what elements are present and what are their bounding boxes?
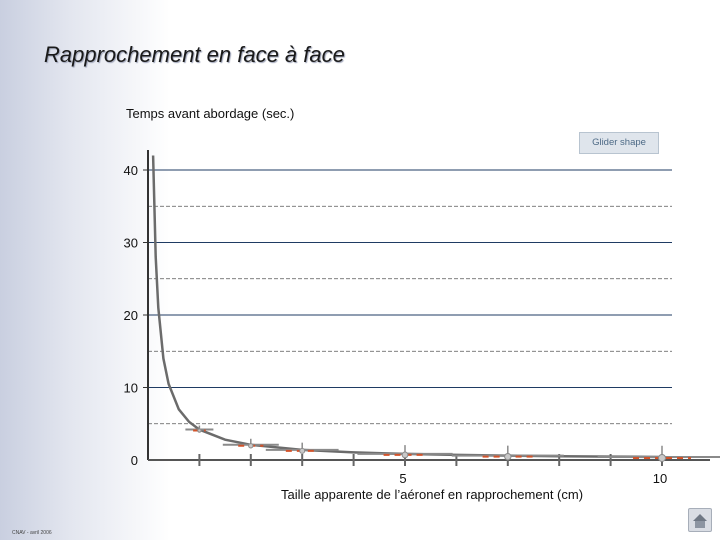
x-axis-title: Taille apparente de l’aéronef en rapproc… xyxy=(281,487,583,502)
glider-fuselage xyxy=(299,447,306,454)
y-tick-label: 0 xyxy=(131,453,138,468)
glider-fuselage xyxy=(248,443,254,449)
glider-marker-layer xyxy=(185,425,720,462)
glider-icon xyxy=(222,438,279,449)
y-tick-label: 10 xyxy=(124,381,138,396)
glider-icon xyxy=(265,442,339,454)
y-tick-label: 30 xyxy=(124,236,138,251)
glider-icon xyxy=(597,445,720,462)
footer-note: CNAV - avril 2006 xyxy=(12,530,52,536)
slide-title: Rapprochement en face à face xyxy=(44,42,345,67)
glider-fuselage xyxy=(401,451,409,459)
legend-glider-shape: Glider shape xyxy=(579,132,659,154)
y-axis-title: Temps avant abordage (sec.) xyxy=(126,106,295,121)
glider-fuselage xyxy=(658,453,666,462)
glider-icon xyxy=(357,445,453,459)
y-tick-label: 40 xyxy=(124,163,138,178)
glider-icon xyxy=(451,445,564,461)
y-tick-label: 20 xyxy=(124,308,138,323)
label-layer: 0 10 20 30 40 5 10 Taille apparente de l’aérone… xyxy=(124,163,668,502)
glider-fuselage xyxy=(504,452,512,461)
x-tick-label: 10 xyxy=(653,471,667,486)
x-tick-label: 5 xyxy=(399,471,406,486)
axis-layer xyxy=(143,150,710,466)
nav-home-button[interactable] xyxy=(688,508,712,532)
glider-fuselage xyxy=(197,428,202,433)
glider-icon xyxy=(185,425,214,433)
nav-home-icon xyxy=(693,514,707,528)
grid-layer xyxy=(148,169,672,425)
series-curve xyxy=(151,155,663,459)
curve-layer xyxy=(151,155,663,459)
